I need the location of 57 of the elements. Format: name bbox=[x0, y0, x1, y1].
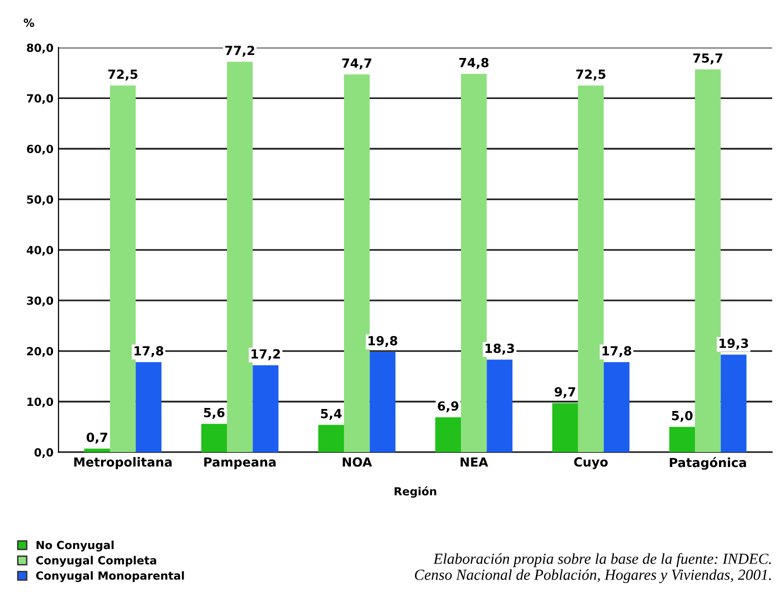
bar bbox=[84, 448, 110, 452]
bar bbox=[552, 403, 578, 452]
bar bbox=[252, 365, 278, 452]
bar bbox=[669, 426, 695, 452]
data-label: 74,7 bbox=[342, 58, 372, 70]
bar bbox=[201, 424, 227, 452]
bar bbox=[226, 62, 253, 452]
x-tick-label: NEA bbox=[460, 457, 488, 467]
data-label: 5,4 bbox=[321, 409, 342, 420]
y-tick-label: 80,0 bbox=[26, 44, 54, 54]
y-tick-label: 40,0 bbox=[26, 246, 54, 256]
x-tick-label: Cuyo bbox=[574, 457, 608, 470]
data-label: 18,3 bbox=[486, 344, 514, 355]
bar bbox=[435, 417, 461, 452]
bar bbox=[578, 86, 604, 452]
x-tick-label: Metropolitana bbox=[74, 457, 172, 470]
y-tick-label: 70,0 bbox=[26, 94, 54, 104]
legend-label: Conyugal Completa bbox=[36, 556, 156, 567]
bar bbox=[486, 360, 512, 452]
bar bbox=[460, 74, 487, 452]
bar bbox=[370, 352, 396, 452]
data-label: 72,5 bbox=[108, 69, 138, 81]
y-axis-title: % bbox=[24, 18, 34, 27]
data-label: 19,8 bbox=[368, 336, 398, 348]
x-tick-label: Patagónica bbox=[670, 457, 746, 470]
data-label: 17,8 bbox=[602, 346, 632, 358]
bar bbox=[604, 362, 630, 452]
legend-label: Conyugal Monoparental bbox=[36, 571, 184, 582]
text: Elaboración propia sobre la base de la fuente: INDEC. Censo Nacional de Población, Hogares y Viviendas, 2001. bbox=[414, 553, 771, 584]
y-tick-label: 20,0 bbox=[27, 347, 54, 357]
x-tick-label: Pampeana bbox=[204, 457, 276, 470]
y-tick-label: 50,0 bbox=[27, 195, 54, 206]
data-label: 5,0 bbox=[672, 410, 693, 422]
data-label: 19,3 bbox=[720, 338, 748, 350]
y-tick-label: 10,0 bbox=[27, 398, 54, 408]
bar bbox=[318, 424, 344, 452]
bar bbox=[694, 69, 721, 452]
data-label: 9,7 bbox=[554, 387, 576, 398]
y-tick-label: 30,0 bbox=[26, 296, 54, 306]
bar bbox=[344, 74, 370, 452]
x-axis-title: Región bbox=[394, 486, 436, 498]
data-label: 6,9 bbox=[438, 401, 458, 412]
data-label: 75,7 bbox=[693, 53, 722, 64]
legend-label: No Conyugal bbox=[36, 540, 114, 552]
bar bbox=[720, 354, 746, 452]
data-label: 17,2 bbox=[252, 349, 280, 360]
x-tick-label: NOA bbox=[342, 457, 372, 467]
data-label: 5,6 bbox=[204, 408, 225, 419]
data-label: 74,8 bbox=[459, 58, 488, 69]
y-tick-label: 0,0 bbox=[34, 448, 54, 458]
bar bbox=[110, 86, 136, 452]
data-label: 72,5 bbox=[576, 69, 606, 81]
data-label: 17,8 bbox=[134, 346, 164, 358]
y-tick-label: 60,0 bbox=[26, 144, 54, 155]
data-label: 0,7 bbox=[86, 432, 108, 444]
bar bbox=[136, 362, 162, 452]
data-label: 77,2 bbox=[225, 46, 254, 57]
